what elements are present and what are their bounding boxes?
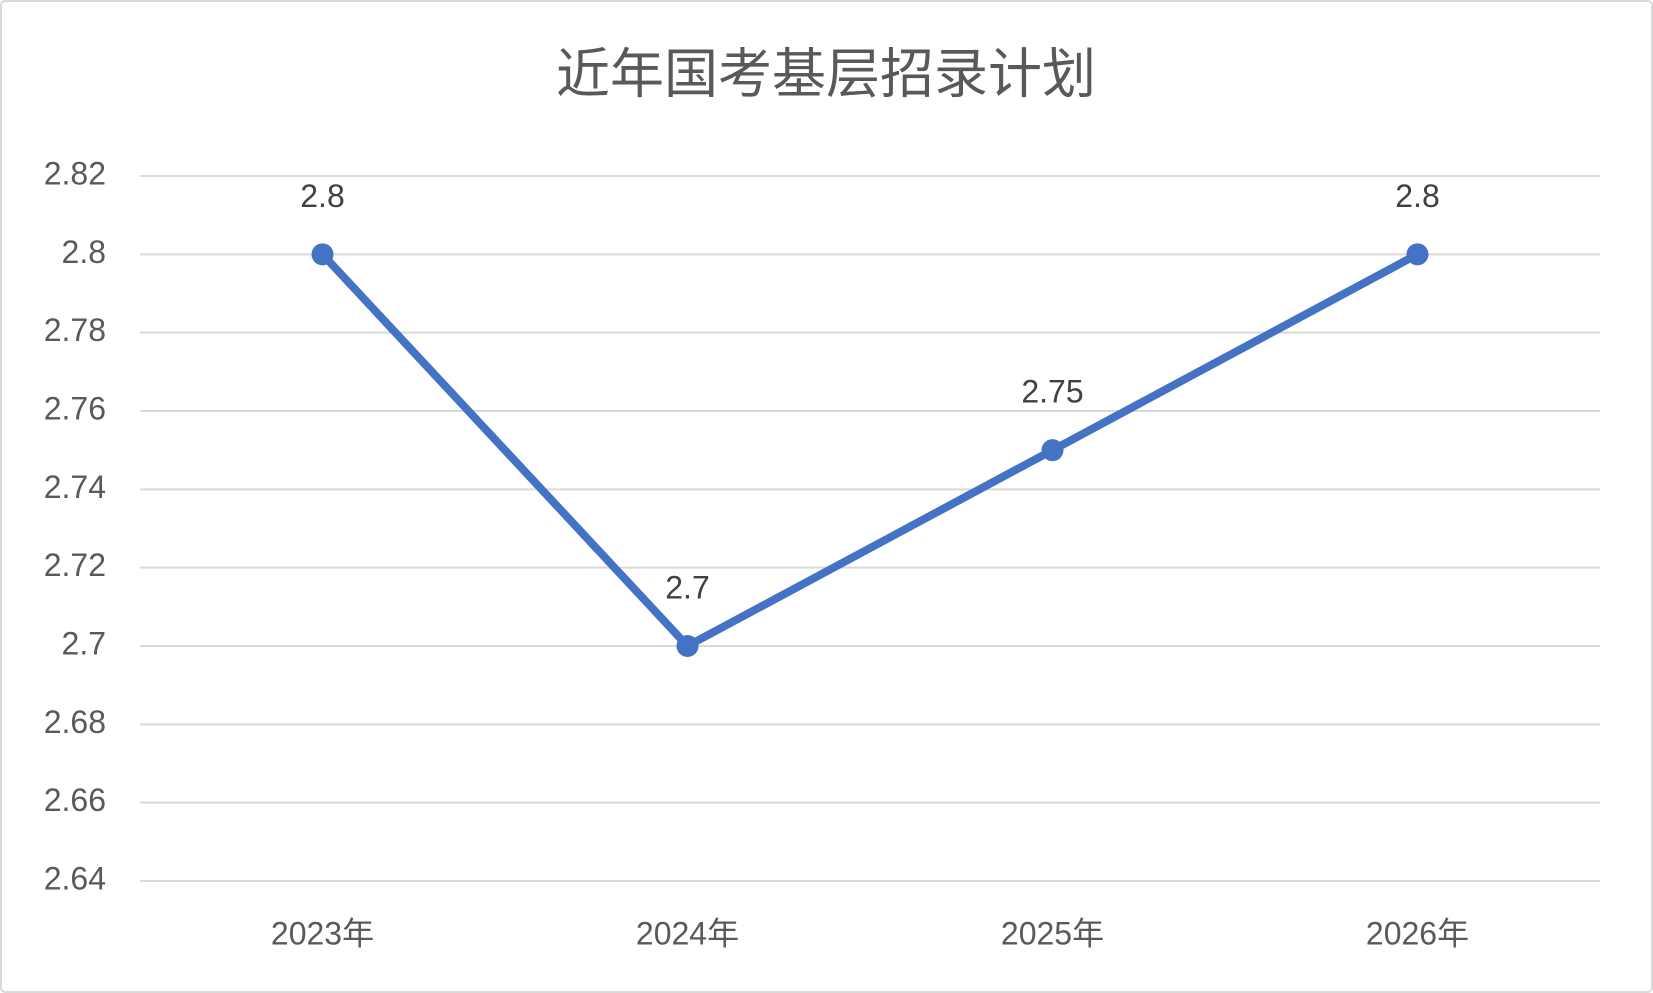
x-tick-label: 2025年 <box>1001 915 1104 951</box>
data-label: 2.75 <box>1021 374 1083 410</box>
x-tick-label: 2024年 <box>636 915 739 951</box>
y-tick-label: 2.7 <box>62 625 106 661</box>
point <box>1406 243 1429 266</box>
y-tick-label: 2.68 <box>44 704 106 740</box>
point <box>1041 439 1064 462</box>
chart-title: 近年国考基层招录计划 <box>556 44 1096 104</box>
data-label: 2.8 <box>1395 178 1439 214</box>
y-tick-label: 2.74 <box>44 469 106 505</box>
line <box>318 250 1422 650</box>
data-label: 2.8 <box>300 178 344 214</box>
data-label: 2.7 <box>665 569 709 605</box>
point <box>676 635 699 657</box>
y-tick-label: 2.72 <box>44 547 106 583</box>
y-tick-label: 2.64 <box>44 860 106 896</box>
y-tick-label: 2.78 <box>44 312 106 348</box>
x-tick-label: 2023年 <box>271 915 374 951</box>
point <box>311 243 334 266</box>
y-tick-label: 2.76 <box>44 390 106 426</box>
y-tick-label: 2.8 <box>62 234 106 270</box>
x-tick-label: 2026年 <box>1366 915 1469 951</box>
y-tick-label: 2.82 <box>44 155 106 191</box>
y-tick-label: 2.66 <box>44 782 106 818</box>
